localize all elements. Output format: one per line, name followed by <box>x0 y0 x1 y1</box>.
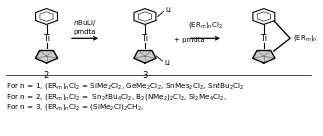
Text: + pmdta: + pmdta <box>174 37 205 43</box>
Text: Li: Li <box>165 7 171 13</box>
Text: pmdta: pmdta <box>74 29 96 35</box>
Text: Li: Li <box>164 60 170 66</box>
Text: For n = 2, (ER$_m$)$_n$Cl$_2$ =  Sn$_2$$t$Bu$_4$Cl$_2$, B$_2$(NMe$_2$)$_2$Cl$_2$: For n = 2, (ER$_m$)$_n$Cl$_2$ = Sn$_2$$t… <box>5 91 226 102</box>
Text: Ti: Ti <box>43 34 50 43</box>
Polygon shape <box>36 50 57 63</box>
Text: Ti: Ti <box>260 34 267 43</box>
Text: For n = 3, (ER$_m$)$_n$Cl$_2$ = (SiMe$_2$Cl)$_2$CH$_2$,: For n = 3, (ER$_m$)$_n$Cl$_2$ = (SiMe$_2… <box>5 102 144 112</box>
Text: 3: 3 <box>142 71 148 80</box>
Polygon shape <box>134 50 156 63</box>
Text: For n = 1, (ER$_m$)$_n$Cl$_2$ = SiMe$_2$Cl$_2$, GeMe$_2$Cl$_2$, SnMes$_2$Cl$_2$,: For n = 1, (ER$_m$)$_n$Cl$_2$ = SiMe$_2$… <box>5 80 244 91</box>
Text: Ti: Ti <box>141 34 149 43</box>
Text: (ER$_m$)$_n$: (ER$_m$)$_n$ <box>293 33 318 43</box>
Text: (ER$_m$)$_n$Cl$_2$: (ER$_m$)$_n$Cl$_2$ <box>188 20 223 30</box>
Polygon shape <box>253 50 275 63</box>
Text: $n$BuLi/: $n$BuLi/ <box>73 18 97 28</box>
Text: 2: 2 <box>44 71 49 80</box>
